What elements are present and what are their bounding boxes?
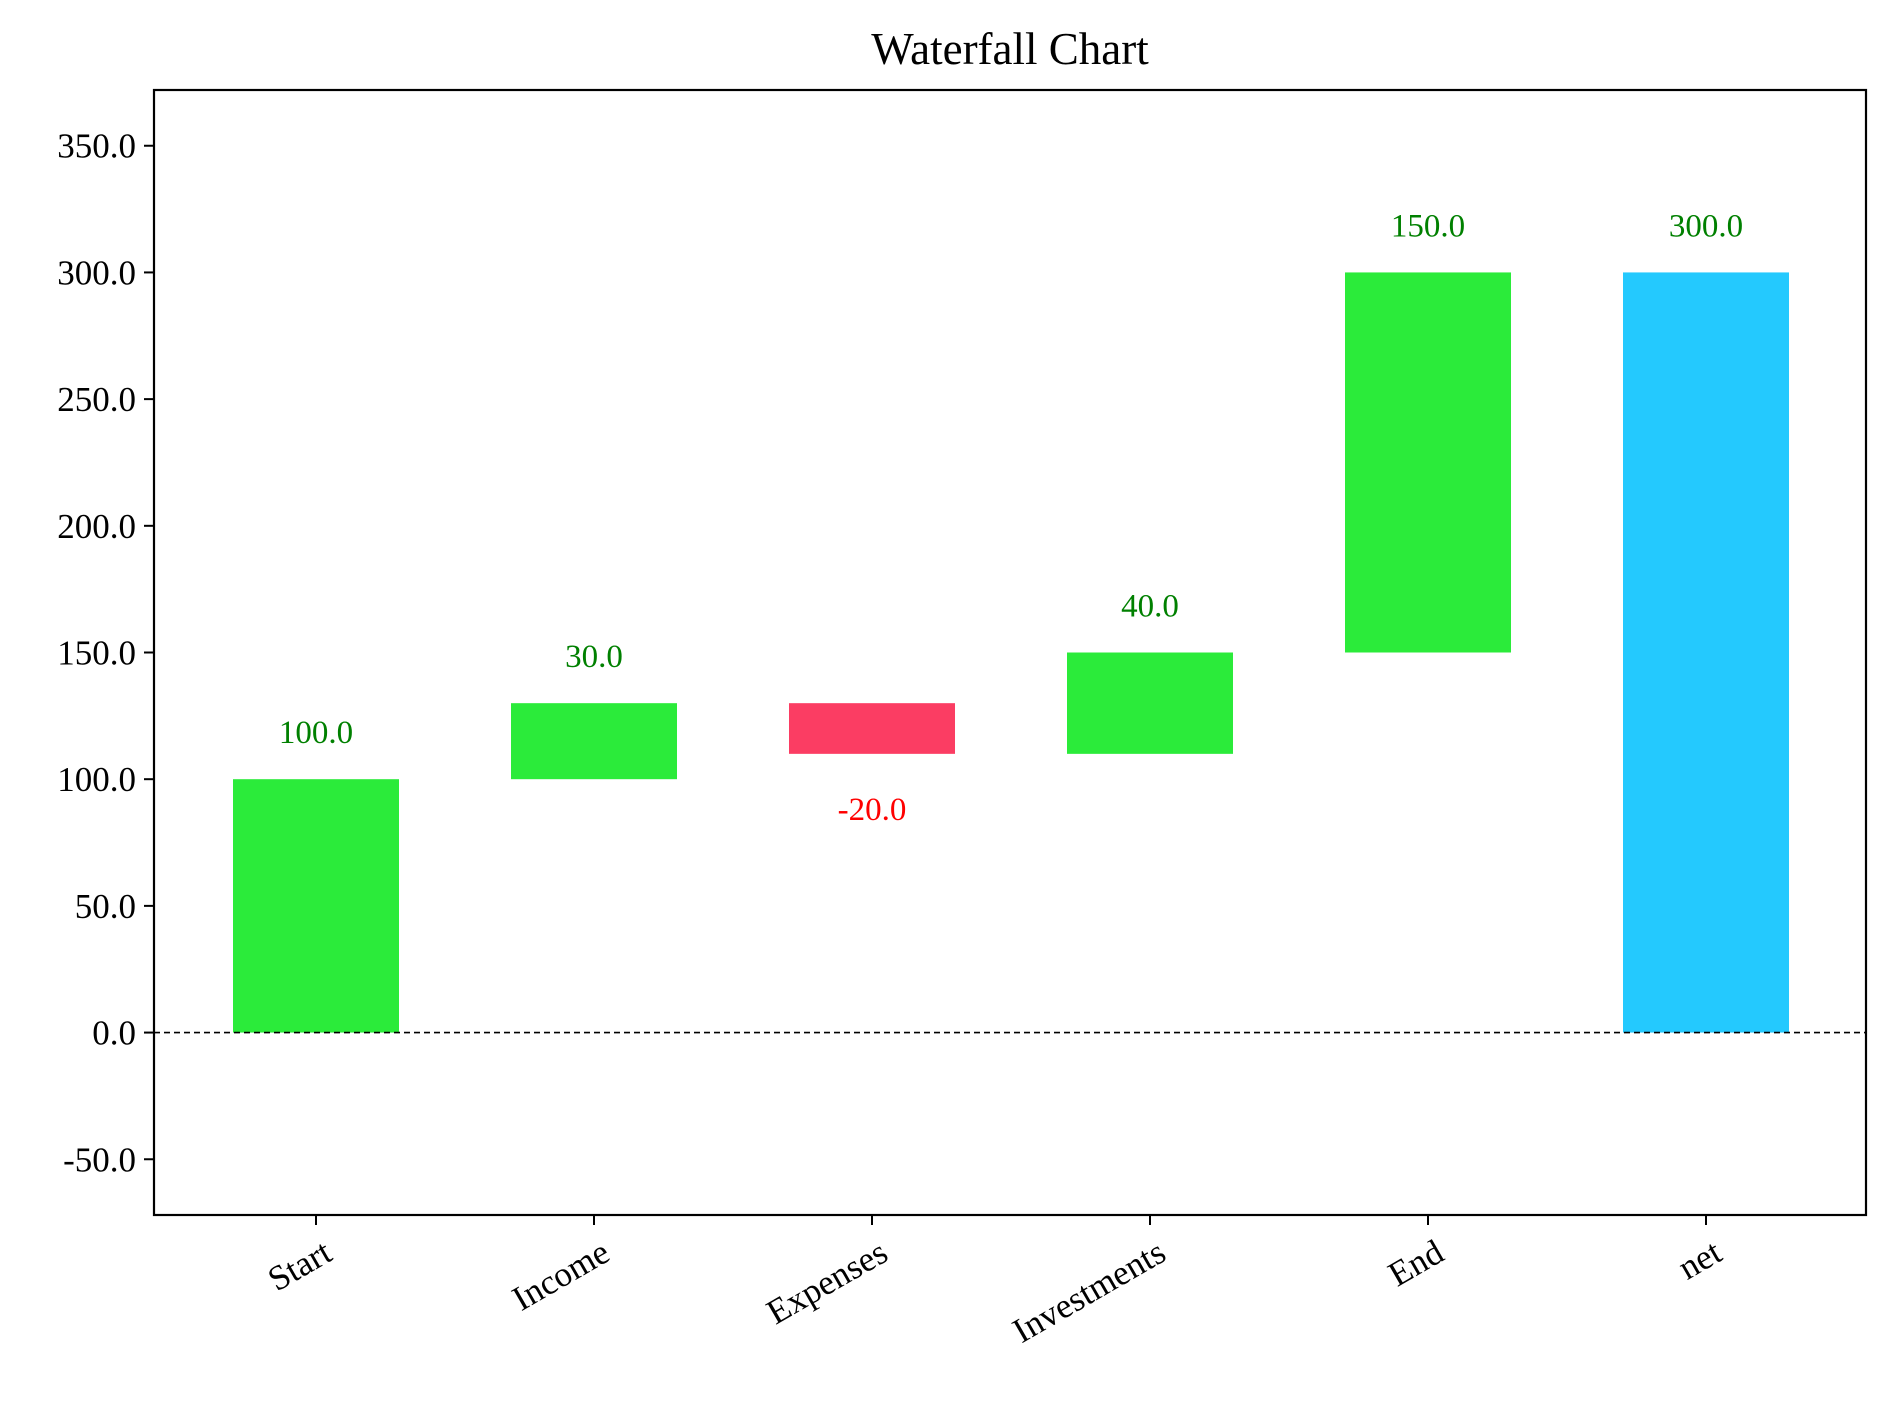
x-tick-label: net [1671,1232,1728,1287]
chart-title: Waterfall Chart [871,24,1149,74]
y-tick-label: 100.0 [57,760,136,799]
bar-start [233,779,399,1033]
plot-frame [152,88,1868,1217]
x-axis: Start Income Expenses Investments End net [261,1215,1728,1350]
bar-expenses [789,703,955,754]
y-tick-label: 50.0 [75,887,136,926]
data-label-expenses: -20.0 [838,792,907,828]
y-tick-label: 200.0 [57,507,136,546]
data-labels-layer: 100.0 30.0 -20.0 40.0 150.0 300.0 [279,208,1743,827]
y-tick-label: 0.0 [92,1014,136,1053]
x-tick-label: Investments [1006,1232,1172,1350]
bar-net [1623,272,1789,1033]
bar-income [511,703,677,780]
data-label-income: 30.0 [565,639,623,675]
data-label-end: 150.0 [1391,208,1465,244]
data-label-investments: 40.0 [1121,589,1179,625]
x-tick-label: Income [506,1232,616,1318]
bar-end [1345,272,1511,653]
y-axis: -50.0 0.0 50.0 100.0 150.0 200.0 250.0 300.0 350… [57,127,154,1179]
bar-investments [1067,652,1233,754]
bars-layer [233,272,1789,1033]
x-tick-label: End [1382,1232,1451,1294]
y-tick-label: 250.0 [57,380,136,419]
x-tick-label: Start [261,1232,338,1299]
y-tick-label: 150.0 [57,634,136,673]
data-label-start: 100.0 [279,715,353,751]
y-tick-label: -50.0 [63,1140,136,1179]
y-tick-label: 350.0 [57,127,136,166]
x-tick-label: Expenses [760,1232,894,1332]
data-label-net: 300.0 [1669,208,1743,244]
y-tick-label: 300.0 [57,253,136,292]
